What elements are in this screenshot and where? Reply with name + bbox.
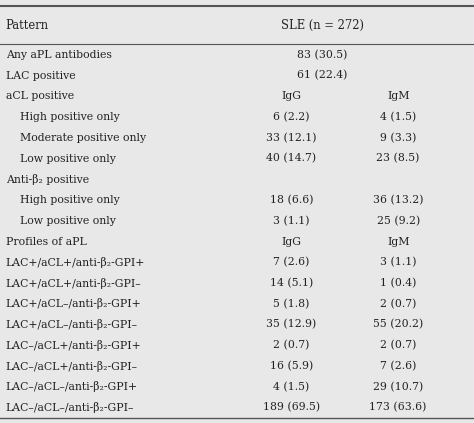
Text: Anti-β₂ positive: Anti-β₂ positive [6, 174, 89, 185]
Text: 83 (30.5): 83 (30.5) [297, 49, 347, 60]
Text: Pattern: Pattern [6, 19, 49, 32]
Text: 55 (20.2): 55 (20.2) [373, 319, 423, 330]
Text: 23 (8.5): 23 (8.5) [376, 154, 420, 164]
Text: IgM: IgM [387, 91, 410, 101]
Text: Profiles of aPL: Profiles of aPL [6, 236, 86, 247]
Text: 3 (1.1): 3 (1.1) [273, 216, 310, 226]
Text: High positive only: High positive only [6, 195, 119, 205]
Text: LAC positive: LAC positive [6, 71, 75, 80]
Text: 189 (69.5): 189 (69.5) [263, 402, 320, 413]
Text: 6 (2.2): 6 (2.2) [273, 112, 310, 122]
Text: 3 (1.1): 3 (1.1) [380, 257, 417, 267]
Text: 7 (2.6): 7 (2.6) [273, 257, 310, 267]
Text: 1 (0.4): 1 (0.4) [380, 278, 416, 288]
Text: LAC–/aCL+/anti-β₂-GPI+: LAC–/aCL+/anti-β₂-GPI+ [6, 340, 141, 351]
Text: 173 (63.6): 173 (63.6) [369, 402, 427, 413]
Text: 61 (22.4): 61 (22.4) [297, 70, 347, 81]
Text: IgM: IgM [387, 236, 410, 247]
Text: 36 (13.2): 36 (13.2) [373, 195, 423, 205]
Text: 4 (1.5): 4 (1.5) [380, 112, 416, 122]
Text: High positive only: High positive only [6, 112, 119, 122]
Text: Low positive only: Low positive only [6, 154, 116, 164]
Text: SLE (n = 272): SLE (n = 272) [281, 19, 364, 32]
Text: LAC+/aCL+/anti-β₂-GPI–: LAC+/aCL+/anti-β₂-GPI– [6, 277, 141, 288]
Text: LAC–/aCL–/anti-β₂-GPI+: LAC–/aCL–/anti-β₂-GPI+ [6, 381, 138, 392]
Text: LAC+/aCL+/anti-β₂-GPI+: LAC+/aCL+/anti-β₂-GPI+ [6, 257, 145, 268]
Text: LAC–/aCL+/anti-β₂-GPI–: LAC–/aCL+/anti-β₂-GPI– [6, 360, 138, 371]
Text: LAC+/aCL–/anti-β₂-GPI+: LAC+/aCL–/anti-β₂-GPI+ [6, 298, 141, 309]
Text: 14 (5.1): 14 (5.1) [270, 278, 313, 288]
Text: 4 (1.5): 4 (1.5) [273, 382, 310, 392]
Text: IgG: IgG [282, 91, 301, 101]
Text: 2 (0.7): 2 (0.7) [273, 340, 310, 350]
Text: Moderate positive only: Moderate positive only [6, 133, 146, 143]
Text: Low positive only: Low positive only [6, 216, 116, 226]
Text: 33 (12.1): 33 (12.1) [266, 133, 317, 143]
Text: 7 (2.6): 7 (2.6) [380, 361, 416, 371]
Text: 40 (14.7): 40 (14.7) [266, 154, 317, 164]
Text: 9 (3.3): 9 (3.3) [380, 133, 416, 143]
Text: 25 (9.2): 25 (9.2) [376, 216, 420, 226]
Text: 35 (12.9): 35 (12.9) [266, 319, 317, 330]
Text: 2 (0.7): 2 (0.7) [380, 299, 416, 309]
Text: 5 (1.8): 5 (1.8) [273, 299, 310, 309]
Text: LAC–/aCL–/anti-β₂-GPI–: LAC–/aCL–/anti-β₂-GPI– [6, 402, 134, 413]
Text: 29 (10.7): 29 (10.7) [373, 382, 423, 392]
Text: 18 (6.6): 18 (6.6) [270, 195, 313, 205]
Text: 2 (0.7): 2 (0.7) [380, 340, 416, 350]
Text: IgG: IgG [282, 236, 301, 247]
Text: Any aPL antibodies: Any aPL antibodies [6, 50, 111, 60]
Text: aCL positive: aCL positive [6, 91, 74, 101]
Text: LAC+/aCL–/anti-β₂-GPI–: LAC+/aCL–/anti-β₂-GPI– [6, 319, 138, 330]
Text: 16 (5.9): 16 (5.9) [270, 361, 313, 371]
